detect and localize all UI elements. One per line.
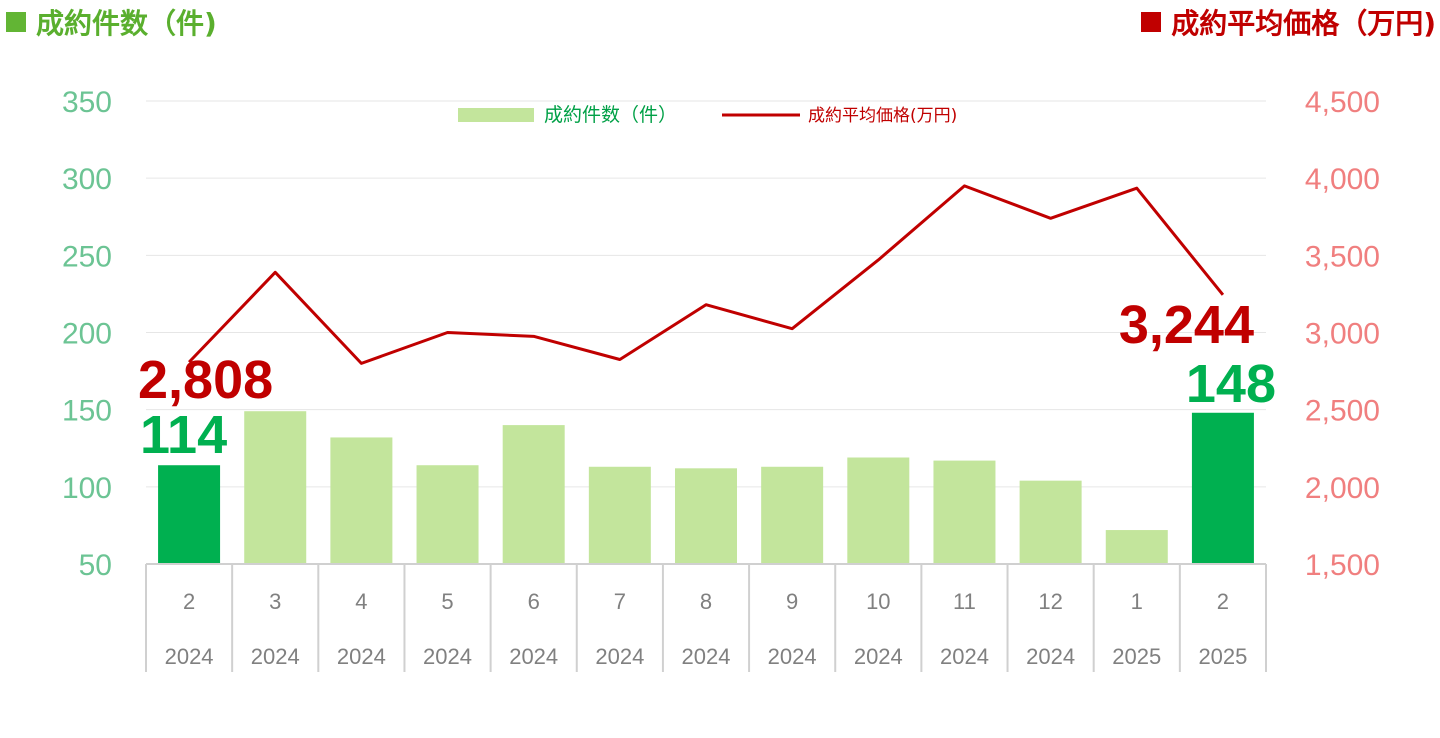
category-month-label: 8 bbox=[700, 589, 712, 614]
right-tick-label: 3,000 bbox=[1305, 318, 1380, 351]
category-year-label: 2024 bbox=[682, 644, 731, 669]
bar-series bbox=[158, 411, 1254, 564]
legend-bar-label: 成約件数（件） bbox=[544, 104, 677, 126]
category-month-label: 1 bbox=[1131, 589, 1143, 614]
category-year-label: 2024 bbox=[854, 644, 903, 669]
category-month-label: 11 bbox=[953, 589, 976, 614]
category-year-label: 2024 bbox=[595, 644, 644, 669]
red-square-icon bbox=[1141, 12, 1162, 32]
category-month-label: 3 bbox=[269, 589, 281, 614]
category-month-label: 7 bbox=[614, 589, 626, 614]
price-line bbox=[187, 184, 1225, 365]
bar bbox=[1105, 530, 1168, 564]
right-tick-label: 3,500 bbox=[1305, 240, 1380, 273]
left-tick-label: 200 bbox=[62, 318, 112, 351]
category-month-label: 2 bbox=[183, 589, 195, 614]
line-series bbox=[187, 184, 1225, 365]
category-year-label: 2024 bbox=[423, 644, 472, 669]
left-tick-label: 150 bbox=[62, 395, 112, 428]
category-year-label: 2025 bbox=[1112, 644, 1161, 669]
category-month-label: 2 bbox=[1217, 589, 1229, 614]
right-axis-header-text: 成約平均価格（万円) bbox=[1171, 7, 1436, 40]
category-year-label: 2024 bbox=[165, 644, 214, 669]
left-tick-label: 350 bbox=[62, 86, 112, 119]
right-tick-label: 4,000 bbox=[1305, 163, 1380, 196]
category-table: 2 2024 3 2024 4 2024 5 2024 6 2024 7 2024 8 2024 9 2024… bbox=[145, 563, 1267, 672]
category-year-label: 2024 bbox=[940, 644, 989, 669]
bar bbox=[847, 457, 910, 564]
bar bbox=[158, 465, 221, 564]
data-label: 114 bbox=[140, 405, 227, 465]
data-label: 3,244 bbox=[1119, 295, 1254, 355]
bar bbox=[1019, 480, 1082, 564]
right-axis-ticks: 4,500 4,000 3,500 3,000 2,500 2,000 1,500 bbox=[1305, 86, 1380, 582]
left-tick-label: 100 bbox=[62, 472, 112, 505]
category-month-label: 5 bbox=[441, 589, 453, 614]
bar bbox=[1191, 412, 1254, 564]
category-year-label: 2024 bbox=[251, 644, 300, 669]
left-axis-header: 成約件数（件) bbox=[6, 2, 217, 42]
category-month-label: 6 bbox=[528, 589, 540, 614]
right-axis-header: 成約平均価格（万円) bbox=[1141, 2, 1436, 42]
right-tick-label: 1,500 bbox=[1305, 549, 1380, 582]
left-tick-label: 300 bbox=[62, 163, 112, 196]
left-axis-header-text: 成約件数（件) bbox=[36, 7, 217, 40]
bar bbox=[330, 437, 393, 564]
category-year-label: 2024 bbox=[1026, 644, 1075, 669]
left-tick-label: 250 bbox=[62, 240, 112, 273]
green-square-icon bbox=[6, 12, 26, 32]
right-tick-label: 2,000 bbox=[1305, 472, 1380, 505]
bar bbox=[416, 465, 479, 564]
legend-bar-swatch bbox=[458, 108, 534, 122]
left-axis-ticks: 350 300 250 200 150 100 50 bbox=[62, 86, 112, 582]
category-year-label: 2024 bbox=[768, 644, 817, 669]
data-label: 2,808 bbox=[138, 350, 273, 410]
bar bbox=[933, 460, 996, 564]
grid-lines bbox=[146, 100, 1266, 488]
category-year-label: 2024 bbox=[337, 644, 386, 669]
category-year-label: 2025 bbox=[1198, 644, 1247, 669]
bar bbox=[588, 466, 651, 564]
bar bbox=[244, 411, 307, 564]
legend-line-label: 成約平均価格(万円) bbox=[808, 106, 957, 126]
right-tick-label: 4,500 bbox=[1305, 86, 1380, 119]
bar bbox=[675, 468, 737, 564]
category-month-label: 4 bbox=[355, 589, 367, 614]
left-tick-label: 50 bbox=[79, 549, 112, 582]
legend: 成約件数（件） 成約平均価格(万円) bbox=[458, 104, 957, 126]
category-month-label: 9 bbox=[786, 589, 798, 614]
category-year-label: 2024 bbox=[509, 644, 558, 669]
right-tick-label: 2,500 bbox=[1305, 395, 1380, 428]
data-label: 148 bbox=[1186, 354, 1276, 414]
category-month-label: 10 bbox=[866, 589, 890, 614]
category-month-label: 12 bbox=[1038, 589, 1062, 614]
bar bbox=[502, 425, 565, 564]
bar bbox=[761, 466, 824, 564]
